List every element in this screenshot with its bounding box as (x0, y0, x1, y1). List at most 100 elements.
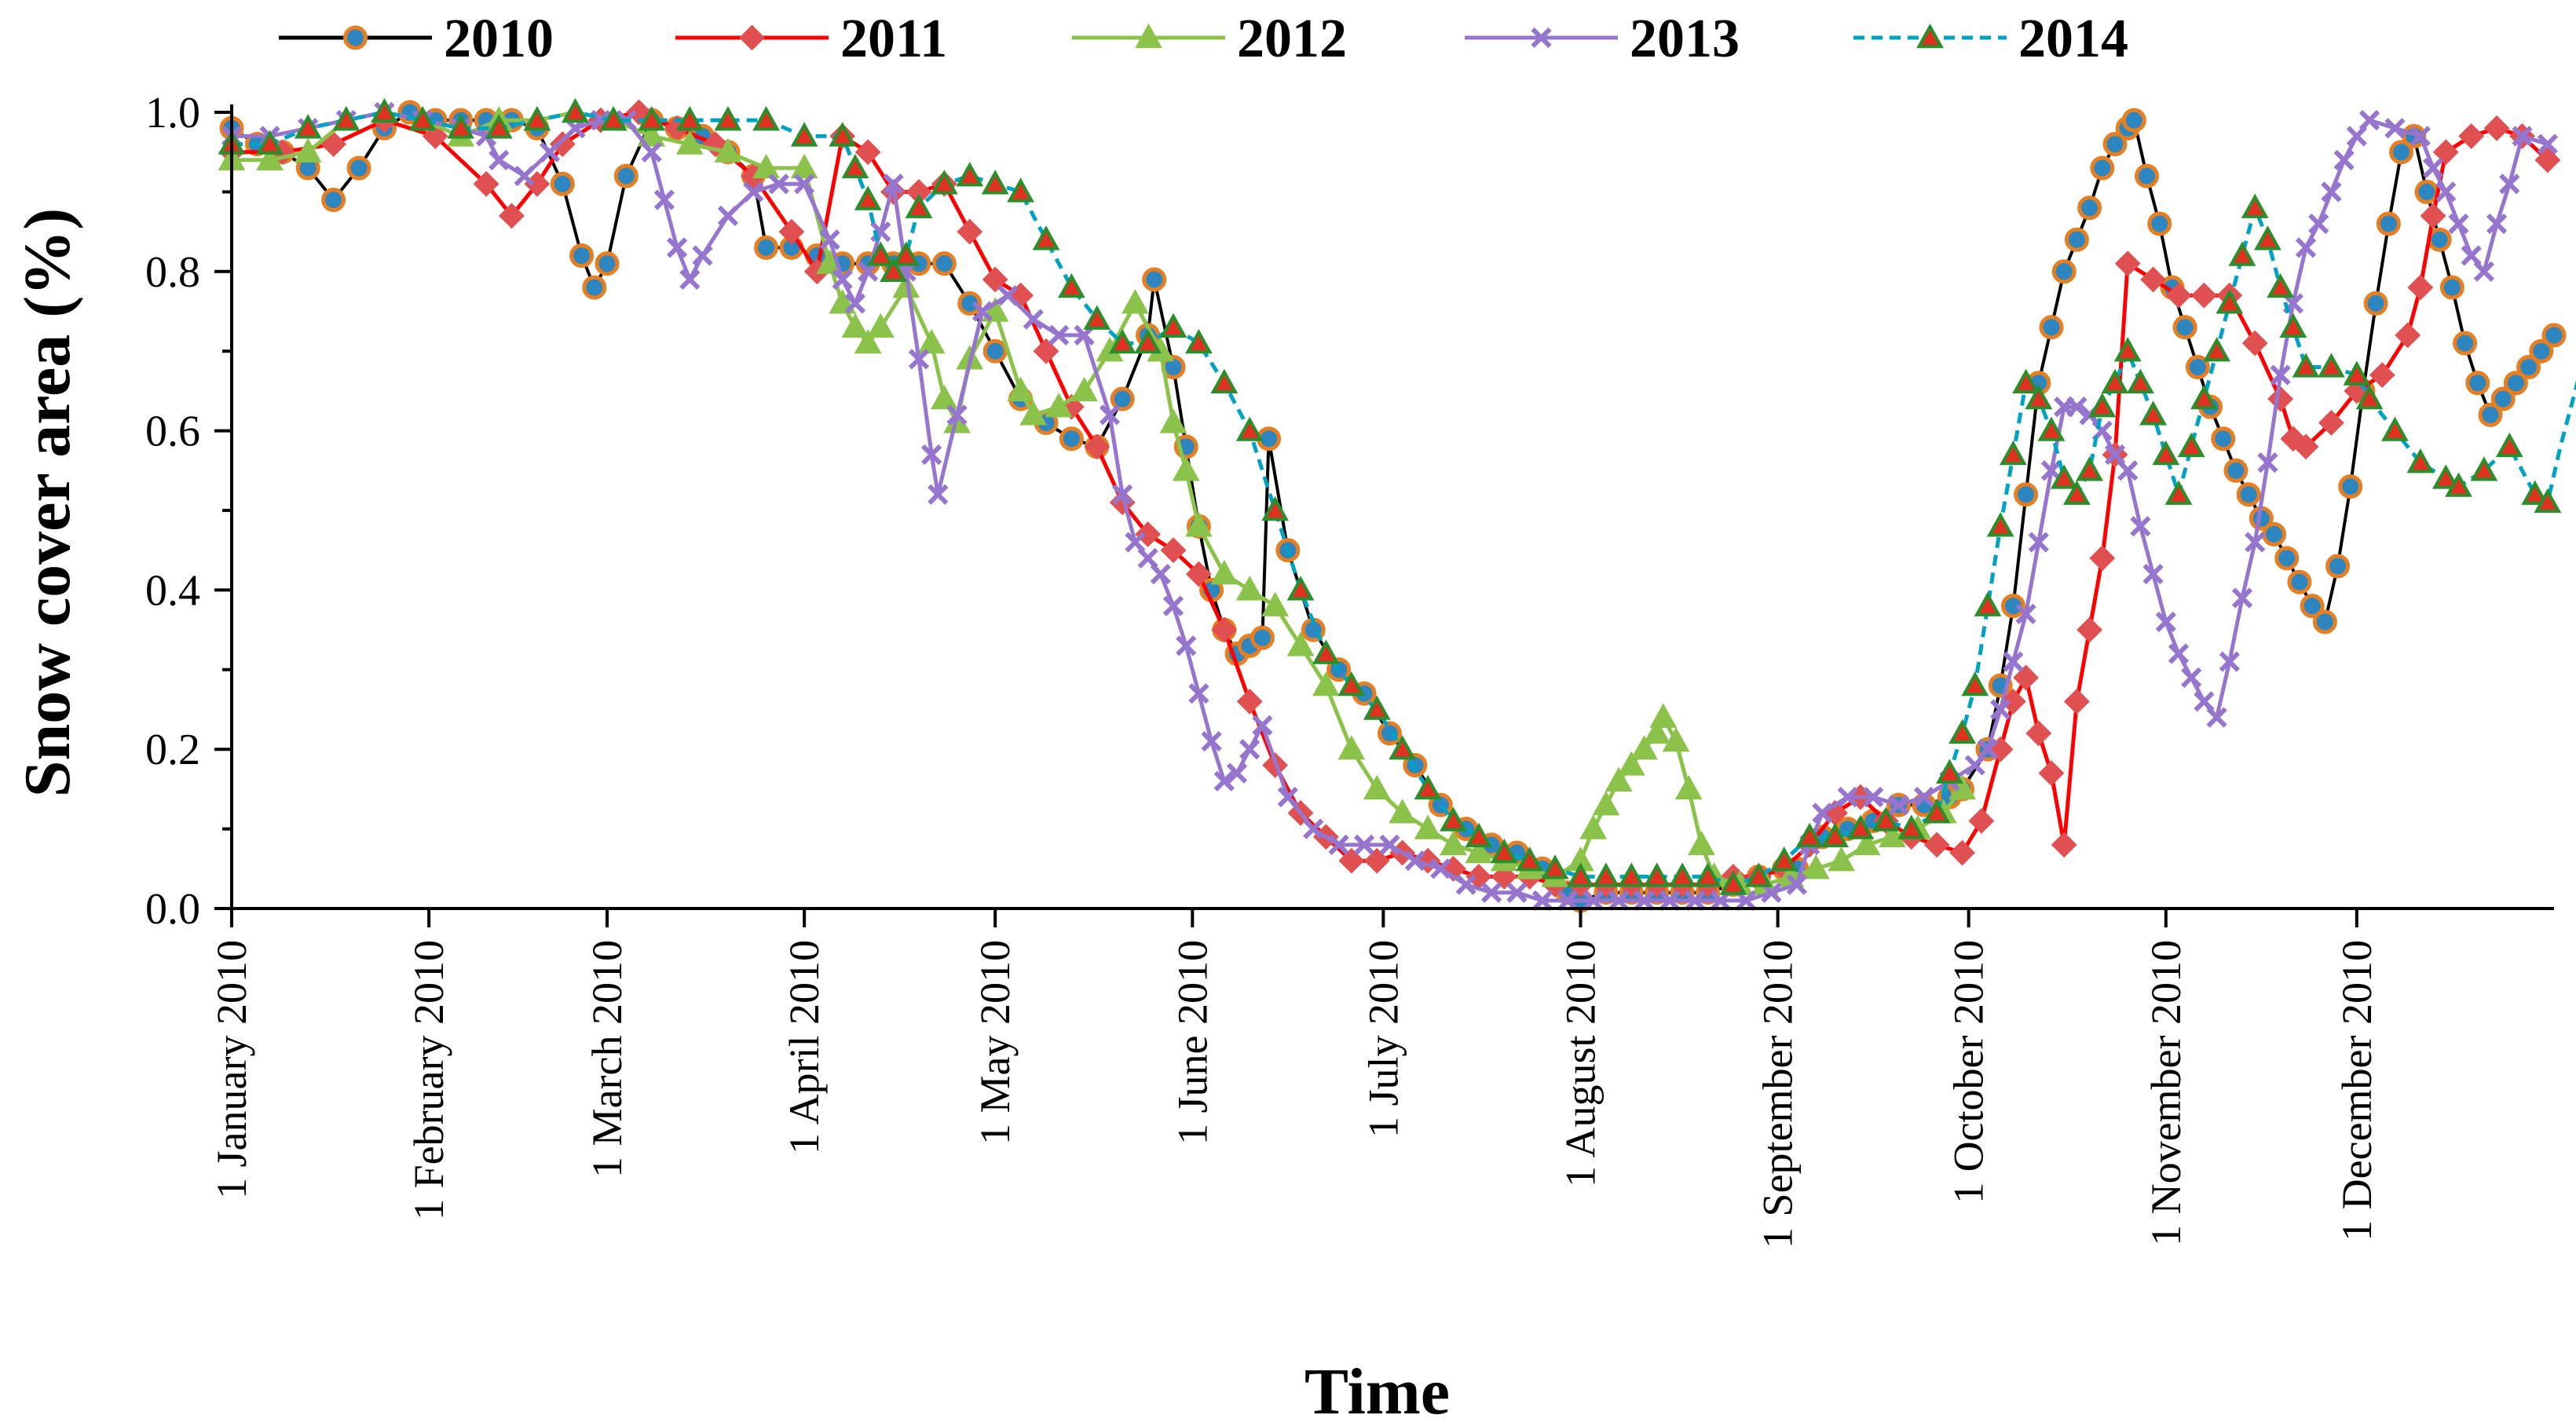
data-point-2014-55 (1744, 862, 1773, 887)
data-point-2010-105 (2312, 609, 2337, 634)
data-point-2014-6 (447, 114, 475, 139)
data-point-2010-116 (2453, 331, 2478, 356)
data-point-2014-86 (2228, 241, 2256, 266)
data-point-2014-17 (841, 153, 869, 179)
data-point-2013-56 (1379, 834, 1400, 856)
data-point-2013-75 (1837, 786, 1858, 808)
data-point-2014-46 (1516, 846, 1544, 872)
x-tick-label-10: 1 November 2010 (2142, 940, 2190, 1246)
legend-swatch-marker-2014 (1916, 23, 1944, 49)
data-point-2013-63 (1557, 890, 1579, 911)
data-point-2010-32 (982, 338, 1008, 364)
x-tick-label-11: 1 December 2010 (2333, 940, 2380, 1241)
data-point-2014-20 (880, 257, 907, 282)
data-point-2014-37 (1286, 576, 1315, 601)
data-point-2011-89 (2483, 115, 2510, 141)
data-point-2014-5 (408, 106, 437, 131)
data-point-2013-31 (921, 444, 942, 466)
data-point-2011-60 (1949, 839, 1975, 866)
data-point-2014-47 (1541, 854, 1569, 879)
data-point-2011-31 (1211, 616, 1238, 643)
data-point-2014-7 (485, 114, 513, 139)
data-point-2014-22 (905, 193, 933, 218)
x-tick-label-2: 1 March 2010 (584, 940, 631, 1178)
data-point-2014-63 (1935, 759, 1963, 784)
data-point-2013-17 (679, 269, 701, 291)
data-point-2014-98 (2445, 472, 2472, 497)
axes (214, 104, 2554, 927)
data-point-2014-81 (2164, 480, 2193, 505)
data-point-2014-74 (2076, 456, 2103, 481)
data-point-2011-61 (1968, 808, 1995, 834)
data-point-2013-34 (971, 301, 993, 322)
data-point-2013-85 (2028, 532, 2049, 553)
data-point-2011-73 (2140, 266, 2167, 293)
data-point-2010-47 (1250, 625, 1275, 650)
y-tick-label-1: 0.2 (145, 726, 200, 774)
data-point-2014-87 (2241, 193, 2269, 218)
data-point-2010-109 (2363, 291, 2388, 316)
data-point-2014-84 (2203, 337, 2231, 362)
data-point-2014-70 (2025, 384, 2053, 410)
data-point-2013-19 (717, 205, 739, 226)
data-point-2014-75 (2088, 393, 2117, 418)
data-point-2013-37 (1048, 324, 1070, 346)
data-point-2013-114 (2422, 157, 2444, 179)
data-point-2014-32 (1159, 313, 1187, 338)
data-point-2014-43 (1440, 806, 1467, 832)
data-point-2012-37 (1210, 560, 1239, 585)
data-point-2014-93 (2343, 360, 2371, 386)
data-point-2011-70 (2089, 545, 2116, 572)
data-point-2014-4 (371, 97, 398, 123)
data-point-2012-13 (714, 137, 742, 163)
data-point-2012-15 (790, 153, 818, 179)
data-point-2014-13 (714, 106, 742, 131)
legend-item-2011: 2011 (675, 9, 947, 69)
data-point-2014-18 (854, 185, 882, 210)
data-point-2011-5 (473, 170, 499, 197)
data-point-2013-103 (2257, 452, 2278, 474)
data-point-2010-98 (2223, 458, 2249, 483)
data-point-2014-101 (2521, 480, 2549, 505)
data-point-2014-52 (1668, 862, 1696, 887)
data-point-2013-122 (2537, 133, 2559, 155)
data-point-2013-94 (2142, 563, 2164, 585)
data-point-2010-31 (957, 291, 982, 316)
data-point-2010-14 (569, 243, 595, 269)
data-point-2013-22 (793, 174, 815, 195)
data-point-2011-28 (1135, 521, 1162, 547)
legend-label-2011: 2011 (840, 9, 947, 69)
data-point-2010-95 (2185, 354, 2210, 379)
data-point-2013-45 (1176, 635, 1197, 656)
data-point-2014-73 (2062, 480, 2091, 505)
data-point-2014-9 (562, 97, 589, 123)
y-tick-label-5: 1.0 (145, 89, 200, 137)
data-point-2014-71 (2037, 416, 2066, 441)
data-point-2010-120 (2503, 371, 2528, 396)
data-point-2010-37 (1110, 386, 1135, 411)
data-point-2013-97 (2181, 667, 2202, 689)
data-point-2013-21 (768, 174, 789, 195)
data-point-2012-34 (1159, 408, 1187, 433)
data-point-2013-67 (1659, 890, 1681, 911)
data-point-2013-23 (819, 229, 840, 250)
data-point-2014-82 (2177, 432, 2205, 458)
data-point-2012-12 (675, 130, 704, 155)
data-point-2014-85 (2216, 289, 2244, 314)
data-point-2013-8 (488, 149, 510, 170)
data-point-2012-11 (638, 122, 666, 147)
data-point-2013-78 (1913, 786, 1935, 808)
data-point-2014-88 (2254, 225, 2281, 250)
legend-swatch-marker-2013 (1531, 27, 1552, 49)
y-tick-label-3: 0.6 (145, 408, 200, 456)
series-line-2012 (232, 110, 1964, 887)
data-point-2011-75 (2191, 282, 2217, 309)
data-point-2012-43 (1363, 774, 1391, 800)
data-point-2012-14 (752, 153, 780, 179)
data-point-2010-54 (1403, 752, 1428, 777)
x-tick-label-5: 1 June 2010 (1169, 940, 1216, 1145)
data-point-2010-81 (2014, 482, 2039, 507)
series-line-2011 (232, 110, 2549, 887)
data-point-2011-74 (2165, 282, 2192, 309)
data-point-2014-67 (1986, 512, 2014, 537)
